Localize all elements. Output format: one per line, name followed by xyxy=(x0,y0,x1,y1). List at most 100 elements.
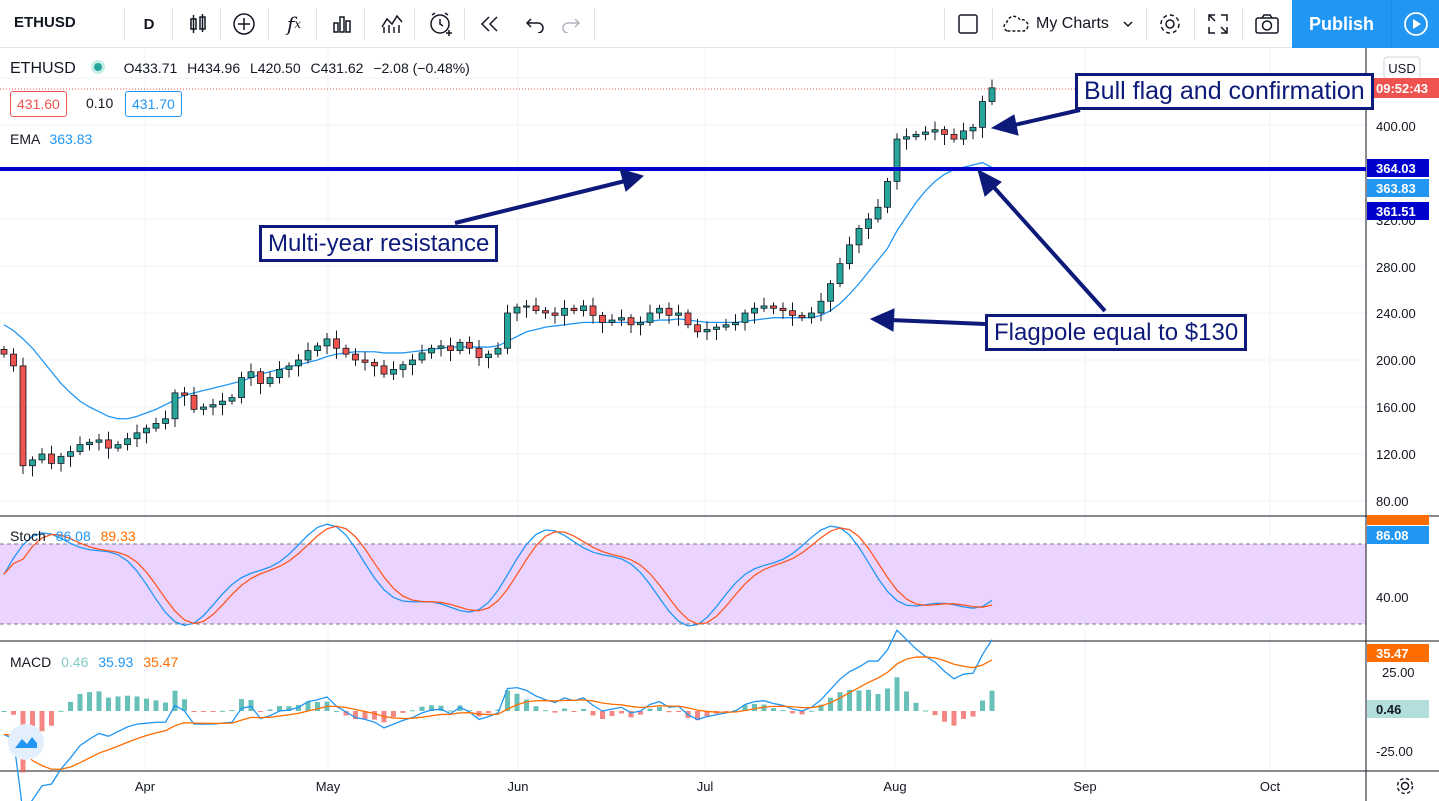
macd-hist-bar xyxy=(951,711,957,726)
candle-body xyxy=(969,126,977,132)
macd-hist-bar xyxy=(885,688,890,711)
toolbar-divider xyxy=(992,8,993,40)
time-label: Jun xyxy=(508,779,529,794)
macd-legend[interactable]: MACD 0.46 35.93 35.47 xyxy=(10,654,178,670)
symbol-search[interactable]: ETHUSD xyxy=(14,14,76,31)
candle-body xyxy=(276,368,283,379)
templates-icon[interactable] xyxy=(378,8,406,40)
toolbar-divider xyxy=(1194,8,1195,40)
chart-canvas[interactable]: USD 400.00 320.00 280.00 240.00 200.00 1… xyxy=(0,48,1439,801)
candle-body xyxy=(694,324,701,333)
stoch-band xyxy=(0,544,1366,624)
settings-icon[interactable] xyxy=(1156,8,1184,40)
candle-body xyxy=(684,312,692,326)
macd-signal-line xyxy=(3,656,993,770)
candle-body xyxy=(599,314,606,323)
ema-tag xyxy=(1367,179,1429,197)
candle-body xyxy=(380,365,388,375)
interval-button[interactable]: D xyxy=(143,15,155,33)
redo-icon[interactable] xyxy=(558,8,584,40)
candle-body xyxy=(855,227,863,246)
flagpole-arrowhead-up xyxy=(977,169,1002,197)
undo-icon[interactable] xyxy=(522,8,548,40)
candle-body xyxy=(238,377,245,399)
candle-body xyxy=(219,400,226,406)
bull-flag-annotation[interactable]: Bull flag and confirmation xyxy=(1075,73,1374,110)
legend-symbol[interactable]: ETHUSD xyxy=(10,60,76,77)
time-label: Sep xyxy=(1073,779,1096,794)
macd-hist-bar xyxy=(153,700,159,711)
stoch-legend[interactable]: Stoch 86.08 89.33 xyxy=(10,528,136,544)
candle-body xyxy=(779,307,787,312)
price-axis[interactable]: USD 400.00 320.00 280.00 240.00 200.00 1… xyxy=(1367,56,1439,759)
ema-legend[interactable]: EMA 363.83 xyxy=(10,131,92,147)
toolbar-divider xyxy=(172,8,173,40)
candle-body xyxy=(893,138,901,182)
macd-hist-bar xyxy=(267,709,273,711)
candles-icon[interactable] xyxy=(184,8,212,40)
camera-icon[interactable] xyxy=(1252,8,1282,40)
candle-body xyxy=(257,371,264,384)
line-tag xyxy=(1367,202,1429,220)
price-tick: 200.00 xyxy=(1376,353,1416,368)
macd-hist-bar xyxy=(343,711,349,716)
macd-hist-bar xyxy=(723,711,729,712)
resistance-tag-label: 364.03 xyxy=(1376,161,1416,176)
candle-body xyxy=(798,314,806,319)
macd-hist-bar xyxy=(695,711,700,721)
macd-hist-bar xyxy=(362,711,368,719)
macd-hist-bar xyxy=(609,711,615,716)
candle-body xyxy=(618,317,625,321)
legend-low: L420.50 xyxy=(250,60,301,76)
replay-icon[interactable] xyxy=(476,8,504,40)
candle-body xyxy=(228,397,236,402)
publish-button[interactable]: Publish xyxy=(1292,0,1391,48)
ema-line xyxy=(3,161,993,420)
time-axis[interactable]: Apr May Jun Jul Aug Sep Oct xyxy=(135,779,1281,794)
macd-hist-bar xyxy=(191,711,197,713)
candle-body xyxy=(10,353,17,367)
macd-hist-bar xyxy=(68,701,73,711)
candle-body xyxy=(523,305,530,308)
candle-body xyxy=(922,131,929,135)
resistance-annotation[interactable]: Multi-year resistance xyxy=(259,225,499,262)
macd-hist-bar xyxy=(562,708,567,711)
layout-icon[interactable] xyxy=(954,8,982,40)
candle-body xyxy=(960,130,967,140)
candle-body xyxy=(931,129,939,133)
time-label: Jul xyxy=(697,779,714,794)
candle-body xyxy=(152,423,160,429)
my-charts-button[interactable]: My Charts xyxy=(1000,8,1142,40)
candle-body xyxy=(352,353,359,361)
fullscreen-icon[interactable] xyxy=(1204,8,1232,40)
time-label: Oct xyxy=(1260,779,1281,794)
candle-body xyxy=(665,307,673,316)
candle-body xyxy=(475,347,483,359)
sell-price-box[interactable]: 431.60 xyxy=(10,91,67,117)
macd-hist-bar xyxy=(220,710,225,712)
time-label: May xyxy=(316,779,341,794)
candle-body xyxy=(789,310,796,316)
macd-hist-bar xyxy=(467,710,472,712)
candle-body xyxy=(304,350,312,361)
candle-body xyxy=(67,451,74,457)
add-compare-icon[interactable] xyxy=(230,8,258,40)
time-label: Aug xyxy=(883,779,906,794)
macd-hist-bar xyxy=(315,702,320,711)
legend-close: C431.62 xyxy=(310,60,364,76)
macd-hist-bar xyxy=(942,711,947,722)
macd-hist-bar xyxy=(400,711,406,713)
flagpole-annotation[interactable]: Flagpole equal to $130 xyxy=(985,314,1248,351)
macd-hist-bar xyxy=(742,704,748,711)
alert-icon[interactable] xyxy=(426,8,456,40)
play-icon[interactable] xyxy=(1391,0,1439,48)
candle-body xyxy=(827,283,834,302)
macd-hist-bar xyxy=(780,710,786,712)
tradingview-logo[interactable] xyxy=(8,724,44,760)
buy-price-box[interactable]: 431.70 xyxy=(125,91,182,117)
candle-body xyxy=(988,87,996,102)
financials-icon[interactable] xyxy=(328,8,356,40)
axis-settings-icon[interactable] xyxy=(1396,777,1414,795)
candle-body xyxy=(57,455,65,464)
